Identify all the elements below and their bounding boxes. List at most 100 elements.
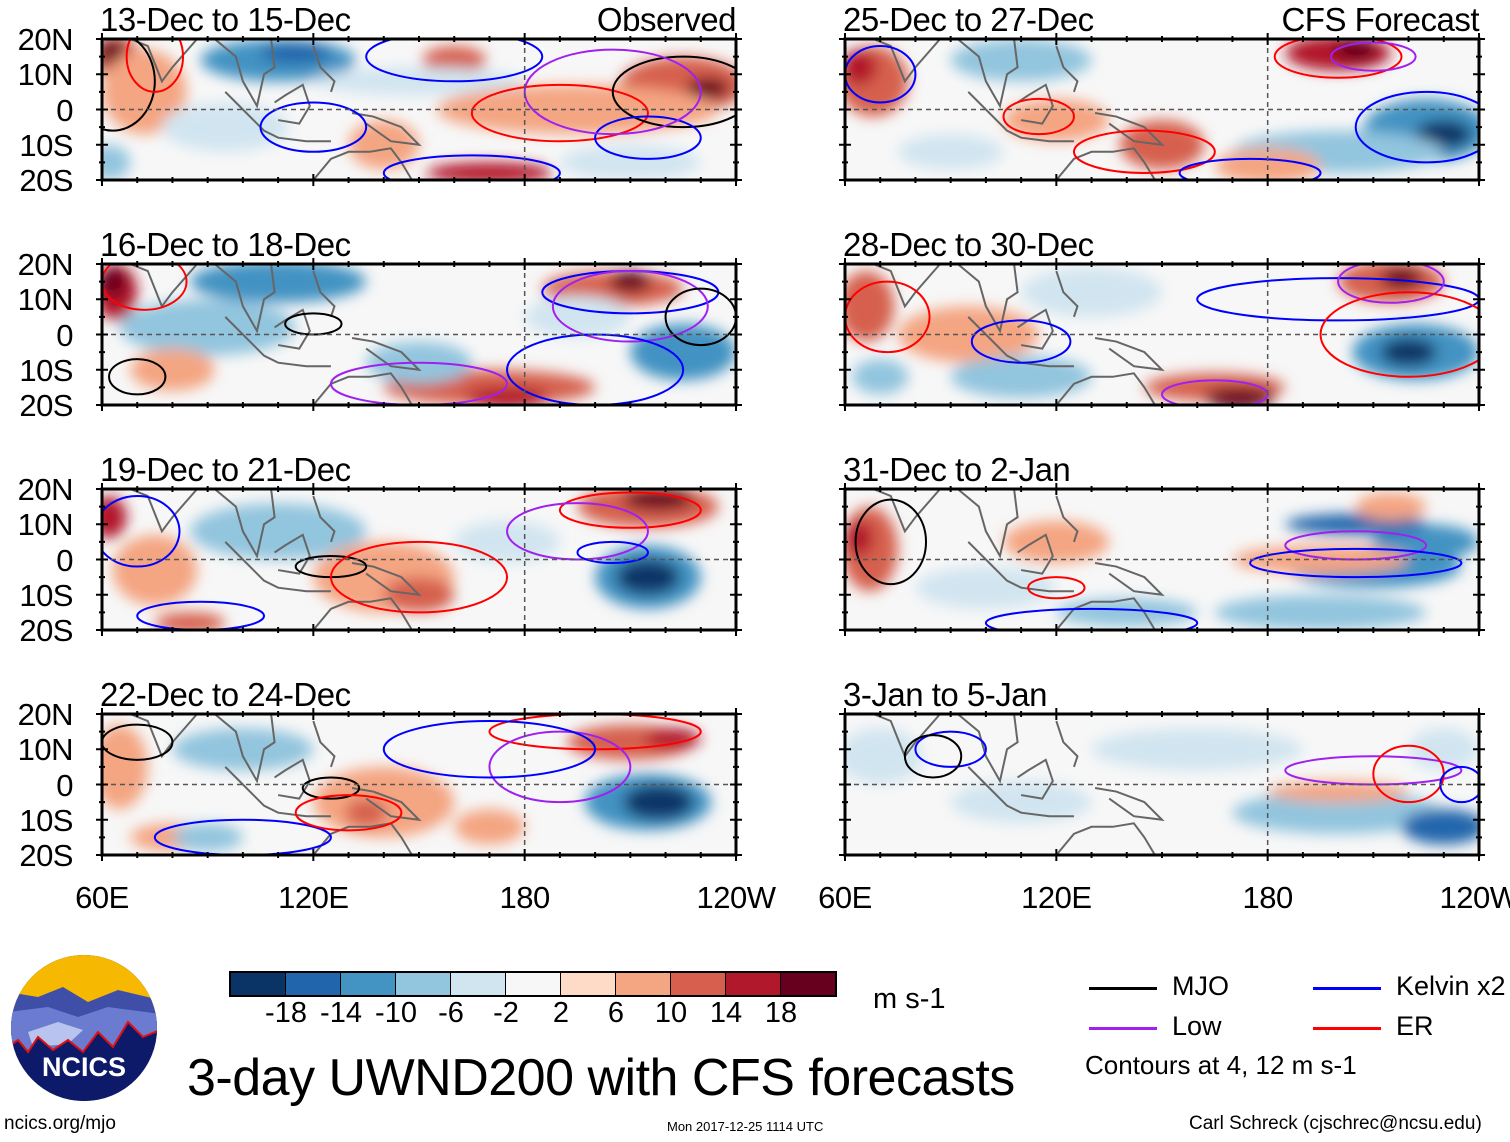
coastline — [872, 489, 941, 534]
panel-title: 25-Dec to 27-Dec — [843, 1, 1094, 38]
wind-anomaly-area — [1380, 338, 1437, 367]
wind-anomaly-area — [102, 496, 127, 539]
legend-label: Kelvin x2 — [1396, 971, 1506, 1001]
wind-anomaly-area — [1267, 780, 1409, 803]
latitude-label: 20N — [17, 247, 74, 282]
wave-contour — [558, 491, 702, 529]
latitude-label: 20S — [19, 613, 73, 648]
panel-title: 19-Dec to 21-Dec — [100, 451, 351, 488]
wave-contour — [1027, 576, 1086, 600]
wave-contour — [365, 39, 544, 83]
wind-anomaly-area — [686, 77, 729, 99]
wave-contour — [594, 115, 702, 160]
wind-anomaly-area — [609, 271, 652, 293]
map-panel — [96, 33, 742, 186]
wind-anomaly-area — [630, 323, 736, 381]
coastline — [224, 91, 331, 143]
wind-anomaly-area — [524, 295, 631, 339]
latitude-label: 10S — [19, 577, 73, 613]
coastline — [967, 541, 1074, 593]
wind-anomaly-area — [1415, 120, 1472, 149]
wave-contour — [903, 734, 963, 779]
wind-anomaly-area — [1056, 598, 1198, 627]
wave-contour — [1354, 90, 1479, 164]
wind-anomaly-area — [454, 809, 525, 845]
coastline — [957, 264, 1039, 334]
wave-contour — [854, 498, 928, 586]
wave-contour — [1330, 41, 1417, 72]
panel-source-label: CFS Forecast — [1281, 1, 1479, 38]
coastline — [214, 489, 296, 559]
wind-anomaly-area — [102, 724, 148, 810]
wind-anomaly-area — [345, 798, 388, 827]
wave-contour — [153, 818, 332, 855]
legend-line-er — [1313, 1027, 1381, 1030]
wave-contour — [611, 55, 736, 129]
coastline — [274, 533, 311, 575]
wind-anomaly-area — [845, 49, 877, 85]
wave-contour — [1284, 755, 1463, 786]
wind-anomaly-area — [1214, 594, 1427, 630]
wave-contour — [1337, 264, 1445, 304]
wind-anomaly-area — [852, 359, 909, 395]
wind-anomaly-area — [897, 306, 1039, 363]
wind-anomaly-area — [897, 134, 1004, 170]
colorbar — [229, 971, 837, 997]
wind-anomaly-area — [644, 728, 701, 750]
coastline — [1055, 270, 1079, 318]
coastline — [1055, 45, 1079, 93]
colorbar-label: 6 — [607, 997, 625, 1029]
coastline — [129, 714, 198, 759]
latitude-label: 20N — [17, 22, 74, 57]
wave-contour — [1273, 39, 1403, 79]
longitude-label: 120E — [1021, 880, 1092, 915]
wind-anomaly-area — [1401, 809, 1479, 845]
legend-label: Low — [1172, 1011, 1222, 1041]
wind-anomaly-area — [950, 39, 1092, 82]
map-panel — [839, 258, 1485, 411]
wind-anomaly-area — [348, 120, 419, 170]
coastline — [1055, 147, 1156, 180]
wind-anomaly-area — [845, 271, 895, 342]
wave-contour — [845, 280, 931, 354]
legend-line-low — [1089, 1027, 1157, 1030]
longitude-label: 60E — [75, 880, 129, 915]
wave-contour — [506, 333, 685, 405]
legend-label: ER — [1396, 1011, 1434, 1041]
wind-anomaly-area — [130, 348, 215, 391]
colorbar-label: 2 — [552, 997, 570, 1029]
wave-contour — [102, 39, 156, 132]
coastline — [1094, 562, 1165, 597]
coastline — [214, 264, 296, 334]
wind-anomaly-area — [623, 489, 694, 511]
footer-author: Carl Schreck (cjschrec@ncsu.edu) — [1189, 1113, 1482, 1134]
longitude-label: 180 — [1242, 880, 1294, 915]
coastline — [274, 83, 311, 125]
wind-anomaly-area — [1021, 267, 1162, 317]
map-panel — [839, 483, 1485, 636]
coastline — [1055, 720, 1079, 768]
wave-contour — [294, 794, 403, 832]
coastline — [351, 112, 422, 147]
panel-title: 28-Dec to 30-Dec — [843, 226, 1094, 263]
wave-contour — [551, 270, 709, 343]
wind-anomaly-area — [559, 144, 701, 180]
latitude-label: 0 — [56, 92, 73, 128]
coastline — [1055, 495, 1079, 543]
footer-url[interactable]: ncics.org/mjo — [4, 1113, 116, 1134]
latitude-label: 20N — [17, 697, 74, 732]
coastline — [1017, 533, 1054, 575]
colorbar-swatch — [451, 973, 506, 995]
wind-anomaly-area — [422, 46, 486, 75]
longitude-label: 60E — [818, 880, 872, 915]
coastline — [957, 39, 1039, 109]
colorbar-units: m s-1 — [873, 983, 946, 1015]
figure-title: 3-day UWND200 with CFS forecasts — [187, 1049, 1015, 1107]
longitude-label: 120W — [696, 880, 776, 915]
wave-contour — [914, 730, 987, 768]
colorbar-swatch — [726, 973, 781, 995]
wind-anomaly-area — [119, 299, 296, 356]
latitude-label: 10N — [17, 57, 74, 93]
latitude-label: 20S — [19, 388, 73, 423]
coastline — [129, 264, 198, 309]
